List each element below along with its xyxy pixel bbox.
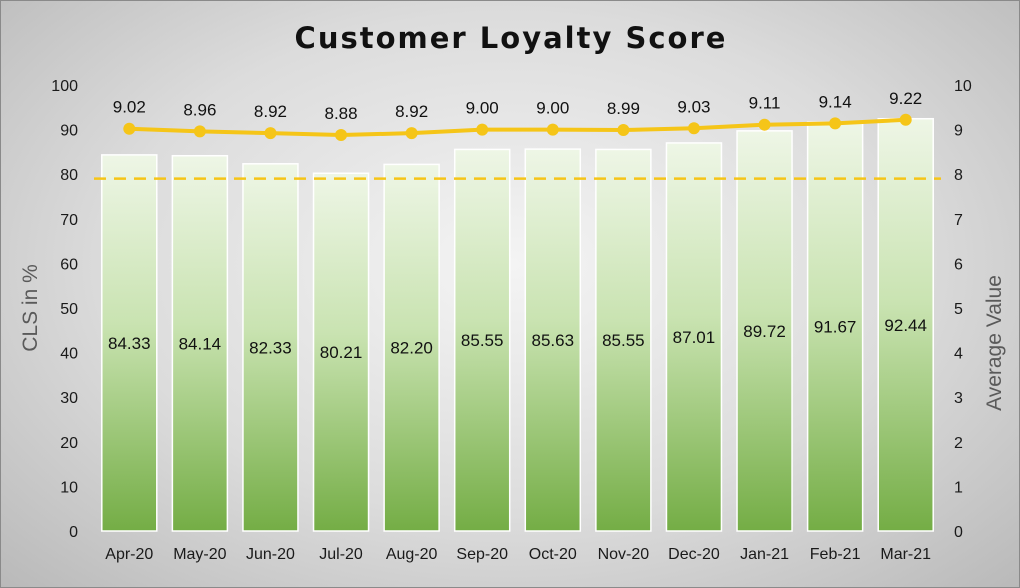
y-tick-80: 80 [60, 167, 78, 184]
x-tick-Dec-20: Dec-20 [668, 546, 720, 563]
line-label-Feb-21: 9.14 [819, 92, 852, 111]
x-tick-Feb-21: Feb-21 [810, 546, 861, 563]
line-point-Feb-21 [829, 117, 842, 130]
y2-tick-4: 4 [954, 346, 963, 363]
bar-Jul-20 [312, 172, 370, 532]
y2-tick-10: 10 [954, 78, 972, 95]
x-tick-Jan-21: Jan-21 [740, 546, 789, 563]
y2-tick-6: 6 [954, 256, 963, 273]
x-tick-Aug-20: Aug-20 [386, 546, 438, 563]
y2-tick-3: 3 [954, 390, 963, 407]
line-label-May-20: 8.96 [183, 100, 216, 119]
line-label-Apr-20: 9.02 [113, 98, 146, 117]
y-tick-90: 90 [60, 123, 78, 140]
x-tick-Mar-21: Mar-21 [880, 546, 931, 563]
y2-tick-9: 9 [954, 123, 963, 140]
x-tick-Nov-20: Nov-20 [598, 546, 650, 563]
line-point-Jul-20 [335, 128, 348, 141]
y-tick-20: 20 [60, 435, 78, 452]
bar-label-Sep-20: 85.55 [461, 331, 504, 350]
line-point-Jan-21 [758, 118, 771, 131]
y-axis-title: CLS in % [19, 264, 42, 352]
bar-label-Aug-20: 82.20 [390, 339, 433, 358]
y2-tick-1: 1 [954, 479, 963, 496]
y-tick-0: 0 [69, 524, 78, 541]
bar-Dec-20 [665, 142, 723, 532]
line-label-Jan-21: 9.11 [749, 94, 781, 113]
x-tick-Jun-20: Jun-20 [246, 546, 295, 563]
bar-Oct-20 [524, 148, 582, 532]
y2-tick-5: 5 [954, 301, 963, 318]
bar-Jan-21 [736, 130, 793, 532]
line-label-Jun-20: 8.92 [254, 102, 287, 121]
y2-tick-0: 0 [954, 524, 963, 541]
line-point-Mar-21 [899, 113, 912, 126]
line-label-Nov-20: 8.99 [607, 99, 640, 118]
bar-May-20 [171, 154, 229, 532]
y-tick-70: 70 [60, 212, 78, 229]
line-point-Jun-20 [264, 127, 277, 140]
bar-label-Feb-21: 91.67 [814, 318, 857, 337]
line-label-Jul-20: 8.88 [324, 104, 357, 123]
line-label-Sep-20: 9.00 [466, 99, 499, 118]
line-point-Aug-20 [405, 127, 418, 140]
line-point-May-20 [193, 125, 206, 138]
y-tick-50: 50 [60, 301, 78, 318]
bar-label-Jun-20: 82.33 [249, 338, 292, 357]
line-label-Oct-20: 9.00 [536, 99, 569, 118]
bar-label-Apr-20: 84.33 [108, 334, 151, 353]
y2-axis-title: Average Value [983, 275, 1006, 411]
chart-title: Customer Loyalty Score [294, 21, 728, 55]
y2-tick-8: 8 [954, 167, 963, 184]
bar-Jun-20 [242, 163, 299, 532]
x-tick-Apr-20: Apr-20 [105, 546, 153, 563]
bar-Aug-20 [383, 163, 440, 532]
line-point-Sep-20 [476, 123, 489, 136]
bar-Nov-20 [595, 148, 652, 532]
line-label-Mar-21: 9.22 [889, 89, 922, 108]
x-tick-Oct-20: Oct-20 [529, 546, 577, 563]
bar-label-Dec-20: 87.01 [673, 328, 716, 347]
line-label-Dec-20: 9.03 [677, 97, 710, 116]
y-tick-40: 40 [60, 346, 78, 363]
bar-label-Nov-20: 85.55 [602, 331, 645, 350]
bar-label-Jul-20: 80.21 [320, 343, 363, 362]
line-point-Oct-20 [546, 123, 559, 136]
line-point-Nov-20 [617, 124, 630, 137]
bar-Apr-20 [101, 154, 158, 532]
line-label-Aug-20: 8.92 [395, 102, 428, 121]
x-tick-Jul-20: Jul-20 [319, 546, 363, 563]
x-tick-Sep-20: Sep-20 [456, 546, 508, 563]
x-tick-May-20: May-20 [173, 546, 226, 563]
bar-label-Mar-21: 92.44 [884, 316, 927, 335]
bar-Mar-21 [877, 117, 934, 532]
y2-tick-7: 7 [954, 212, 963, 229]
y-tick-60: 60 [60, 256, 78, 273]
bar-label-May-20: 84.14 [179, 334, 222, 353]
average-line [129, 117, 906, 137]
bar-label-Jan-21: 89.72 [743, 322, 786, 341]
y2-tick-2: 2 [954, 435, 963, 452]
line-point-Apr-20 [123, 122, 136, 135]
y-tick-10: 10 [60, 479, 78, 496]
y-tick-100: 100 [51, 78, 78, 95]
y-tick-30: 30 [60, 390, 78, 407]
line-point-Dec-20 [687, 122, 700, 135]
bar-Feb-21 [806, 121, 864, 532]
bar-Sep-20 [453, 148, 511, 532]
bar-label-Oct-20: 85.63 [532, 331, 575, 350]
